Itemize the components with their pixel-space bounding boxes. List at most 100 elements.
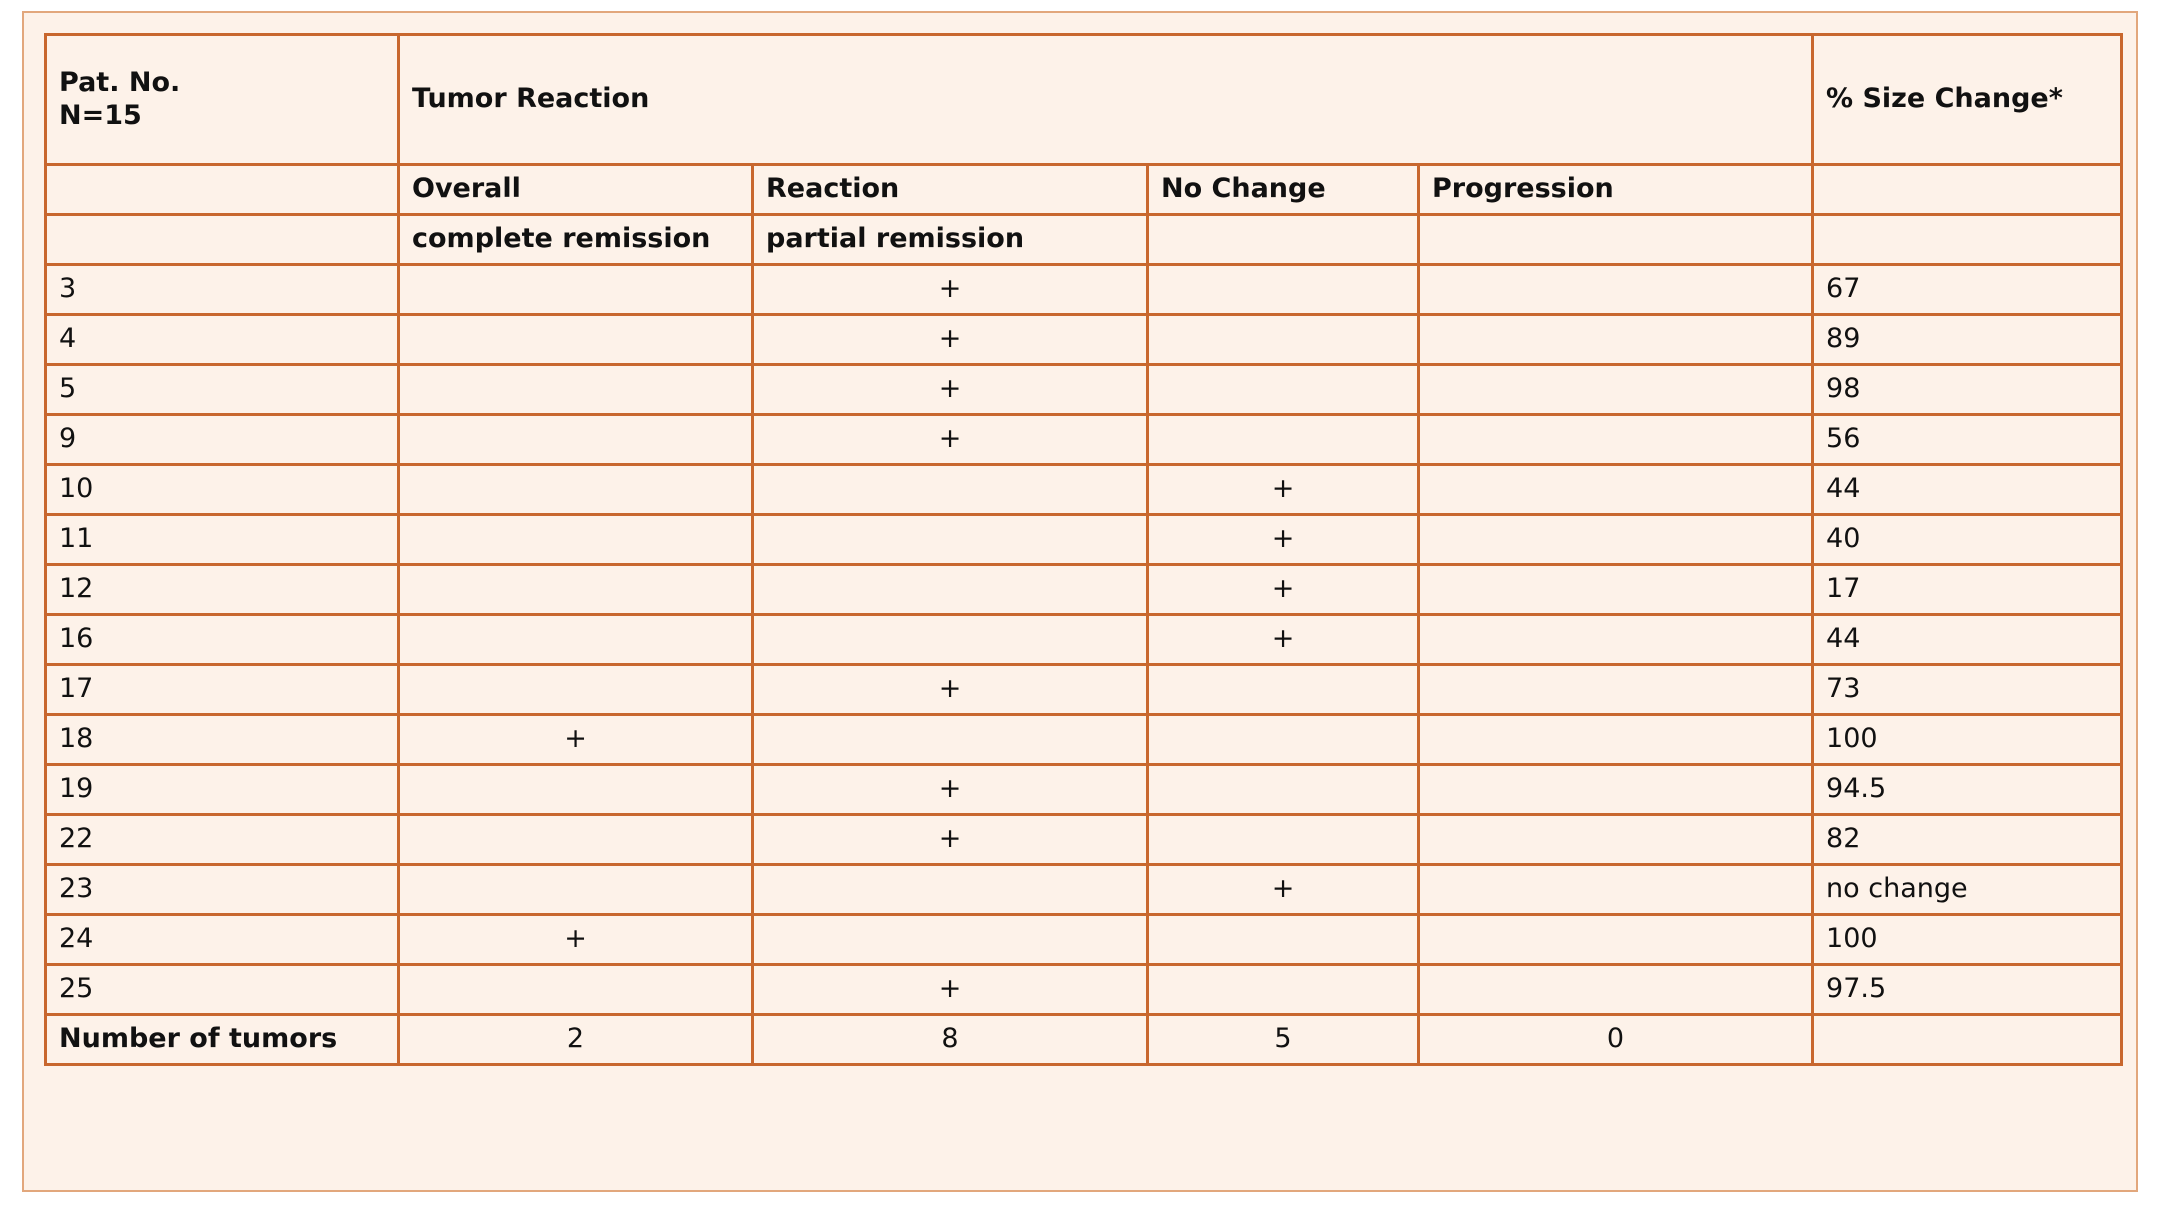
complete-remission-cell: [397, 663, 754, 716]
patient-number-cell: 16: [44, 613, 400, 666]
size-change-cell: 97.5: [1811, 963, 2124, 1016]
size-change-cell: 100: [1811, 913, 2124, 966]
table-row: 24 + 100: [44, 913, 2124, 966]
empty-header-cell: [1811, 163, 2124, 216]
complete-remission-cell: [397, 263, 754, 316]
patient-number-cell: 19: [44, 763, 400, 816]
partial-remission-cell: +: [751, 363, 1149, 416]
empty-header-cell: [44, 163, 400, 216]
partial-remission-cell: +: [751, 963, 1149, 1016]
progression-header: Progression: [1416, 163, 1815, 216]
partial-remission-cell: +: [751, 263, 1149, 316]
progression-cell: [1416, 913, 1815, 966]
table-row: 16 + 44: [44, 613, 2124, 666]
partial-remission-cell: +: [751, 413, 1149, 466]
partial-remission-cell: [751, 913, 1149, 966]
patient-number-cell: 11: [44, 513, 400, 566]
progression-cell: [1416, 813, 1815, 866]
tumor-reaction-header: Tumor Reaction: [396, 33, 1815, 166]
no-change-cell: +: [1146, 613, 1420, 666]
complete-remission-cell: [397, 363, 754, 416]
total-row: Number of tumors 2 8 5 0: [44, 1013, 2124, 1066]
table-row: 25 + 97.5: [44, 963, 2124, 1016]
table-row: 22 + 82: [44, 813, 2124, 866]
no-change-cell: [1146, 413, 1420, 466]
progression-cell: [1416, 963, 1815, 1016]
no-change-cell: +: [1146, 463, 1420, 516]
size-change-cell: 44: [1811, 463, 2124, 516]
no-change-cell: +: [1146, 563, 1420, 616]
progression-cell: [1416, 313, 1815, 366]
complete-remission-cell: [397, 513, 754, 566]
progression-cell: [1416, 863, 1815, 916]
size-change-header: % Size Change*: [1811, 33, 2124, 166]
empty-header-cell: [1811, 213, 2124, 266]
total-progression: 0: [1416, 1013, 1815, 1066]
progression-cell: [1416, 513, 1815, 566]
patient-number-cell: 17: [44, 663, 400, 716]
no-change-cell: [1146, 263, 1420, 316]
total-partial-remission: 8: [751, 1013, 1149, 1066]
table-row: 23 + no change: [44, 863, 2124, 916]
table-row: 12 + 17: [44, 563, 2124, 616]
table-frame: Pat. No. N=15 Tumor Reaction % Size Chan…: [22, 11, 2138, 1192]
header-row-2: Overall Reaction No Change Progression: [44, 163, 2124, 216]
partial-remission-cell: +: [751, 763, 1149, 816]
table-row: 18 + 100: [44, 713, 2124, 766]
patient-number-cell: 24: [44, 913, 400, 966]
patient-number-cell: 4: [44, 313, 400, 366]
partial-remission-cell: +: [751, 313, 1149, 366]
partial-remission-cell: [751, 563, 1149, 616]
patient-number-cell: 18: [44, 713, 400, 766]
total-no-change: 5: [1146, 1013, 1420, 1066]
header-row-1: Pat. No. N=15 Tumor Reaction % Size Chan…: [44, 33, 2124, 166]
total-size-change: [1811, 1013, 2124, 1066]
size-change-cell: 44: [1811, 613, 2124, 666]
complete-remission-cell: [397, 413, 754, 466]
size-change-cell: 67: [1811, 263, 2124, 316]
complete-remission-header: complete remission: [397, 213, 754, 266]
patient-number-cell: 23: [44, 863, 400, 916]
complete-remission-cell: [397, 313, 754, 366]
no-change-header: No Change: [1146, 163, 1420, 216]
complete-remission-cell: [397, 763, 754, 816]
progression-cell: [1416, 363, 1815, 416]
no-change-cell: [1146, 313, 1420, 366]
table-row: 10 + 44: [44, 463, 2124, 516]
size-change-cell: 73: [1811, 663, 2124, 716]
size-change-cell: 89: [1811, 313, 2124, 366]
patient-number-cell: 3: [44, 263, 400, 316]
partial-remission-cell: [751, 613, 1149, 666]
complete-remission-cell: [397, 963, 754, 1016]
empty-header-cell: [1416, 213, 1815, 266]
patient-number-cell: 12: [44, 563, 400, 616]
size-change-cell: 82: [1811, 813, 2124, 866]
complete-remission-cell: +: [397, 713, 754, 766]
progression-cell: [1416, 713, 1815, 766]
progression-cell: [1416, 563, 1815, 616]
size-change-cell: 56: [1811, 413, 2124, 466]
partial-remission-cell: [751, 513, 1149, 566]
patient-count-label: N=15: [59, 99, 142, 131]
complete-remission-cell: [397, 863, 754, 916]
size-change-cell: 94.5: [1811, 763, 2124, 816]
patient-number-cell: 25: [44, 963, 400, 1016]
progression-cell: [1416, 613, 1815, 666]
total-complete-remission: 2: [397, 1013, 754, 1066]
patient-number-cell: 22: [44, 813, 400, 866]
size-change-cell: 98: [1811, 363, 2124, 416]
table-row: 9 + 56: [44, 413, 2124, 466]
no-change-cell: [1146, 763, 1420, 816]
partial-remission-cell: +: [751, 663, 1149, 716]
patient-number-cell: 9: [44, 413, 400, 466]
table-row: 5 + 98: [44, 363, 2124, 416]
empty-header-cell: [44, 213, 400, 266]
overall-header: Overall: [397, 163, 754, 216]
progression-cell: [1416, 663, 1815, 716]
complete-remission-cell: [397, 613, 754, 666]
no-change-cell: [1146, 713, 1420, 766]
table-row: 11 + 40: [44, 513, 2124, 566]
patient-header-label: Pat. No.: [59, 67, 181, 99]
table-row: 17 + 73: [44, 663, 2124, 716]
patient-number-cell: 10: [44, 463, 400, 516]
